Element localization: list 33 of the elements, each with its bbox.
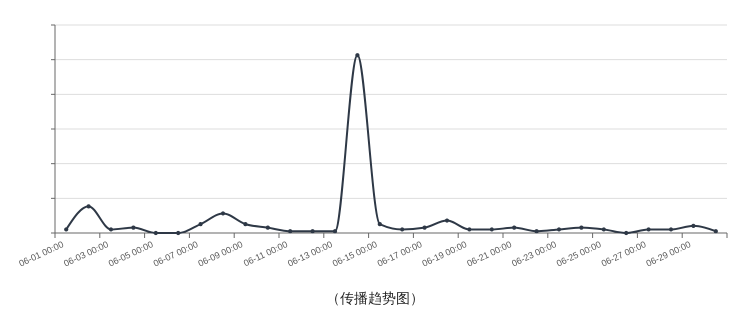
point bbox=[579, 226, 584, 230]
point bbox=[288, 229, 292, 234]
point bbox=[131, 226, 136, 230]
point bbox=[64, 227, 68, 232]
x-tick-label: 06-09 00:00 bbox=[196, 239, 244, 269]
point bbox=[310, 229, 315, 234]
point bbox=[243, 222, 248, 226]
point bbox=[691, 224, 696, 228]
point bbox=[86, 204, 91, 208]
point bbox=[378, 222, 382, 226]
point bbox=[534, 229, 539, 234]
point bbox=[714, 229, 718, 234]
point bbox=[355, 53, 360, 58]
point bbox=[668, 227, 674, 232]
point bbox=[332, 229, 338, 234]
point bbox=[176, 230, 180, 236]
point bbox=[154, 230, 158, 236]
text: （传播趋势图） bbox=[326, 291, 424, 307]
point bbox=[556, 227, 562, 232]
point bbox=[108, 227, 114, 232]
x-tick-label: 06-29 00:00 bbox=[644, 239, 692, 269]
point bbox=[422, 226, 427, 230]
point bbox=[266, 226, 270, 230]
point bbox=[444, 218, 450, 223]
point bbox=[646, 227, 651, 232]
point bbox=[198, 222, 203, 226]
point bbox=[400, 227, 404, 232]
point bbox=[220, 211, 226, 216]
point bbox=[490, 227, 494, 232]
point bbox=[602, 227, 606, 232]
point bbox=[467, 227, 472, 232]
point bbox=[624, 230, 628, 236]
point bbox=[512, 226, 516, 230]
